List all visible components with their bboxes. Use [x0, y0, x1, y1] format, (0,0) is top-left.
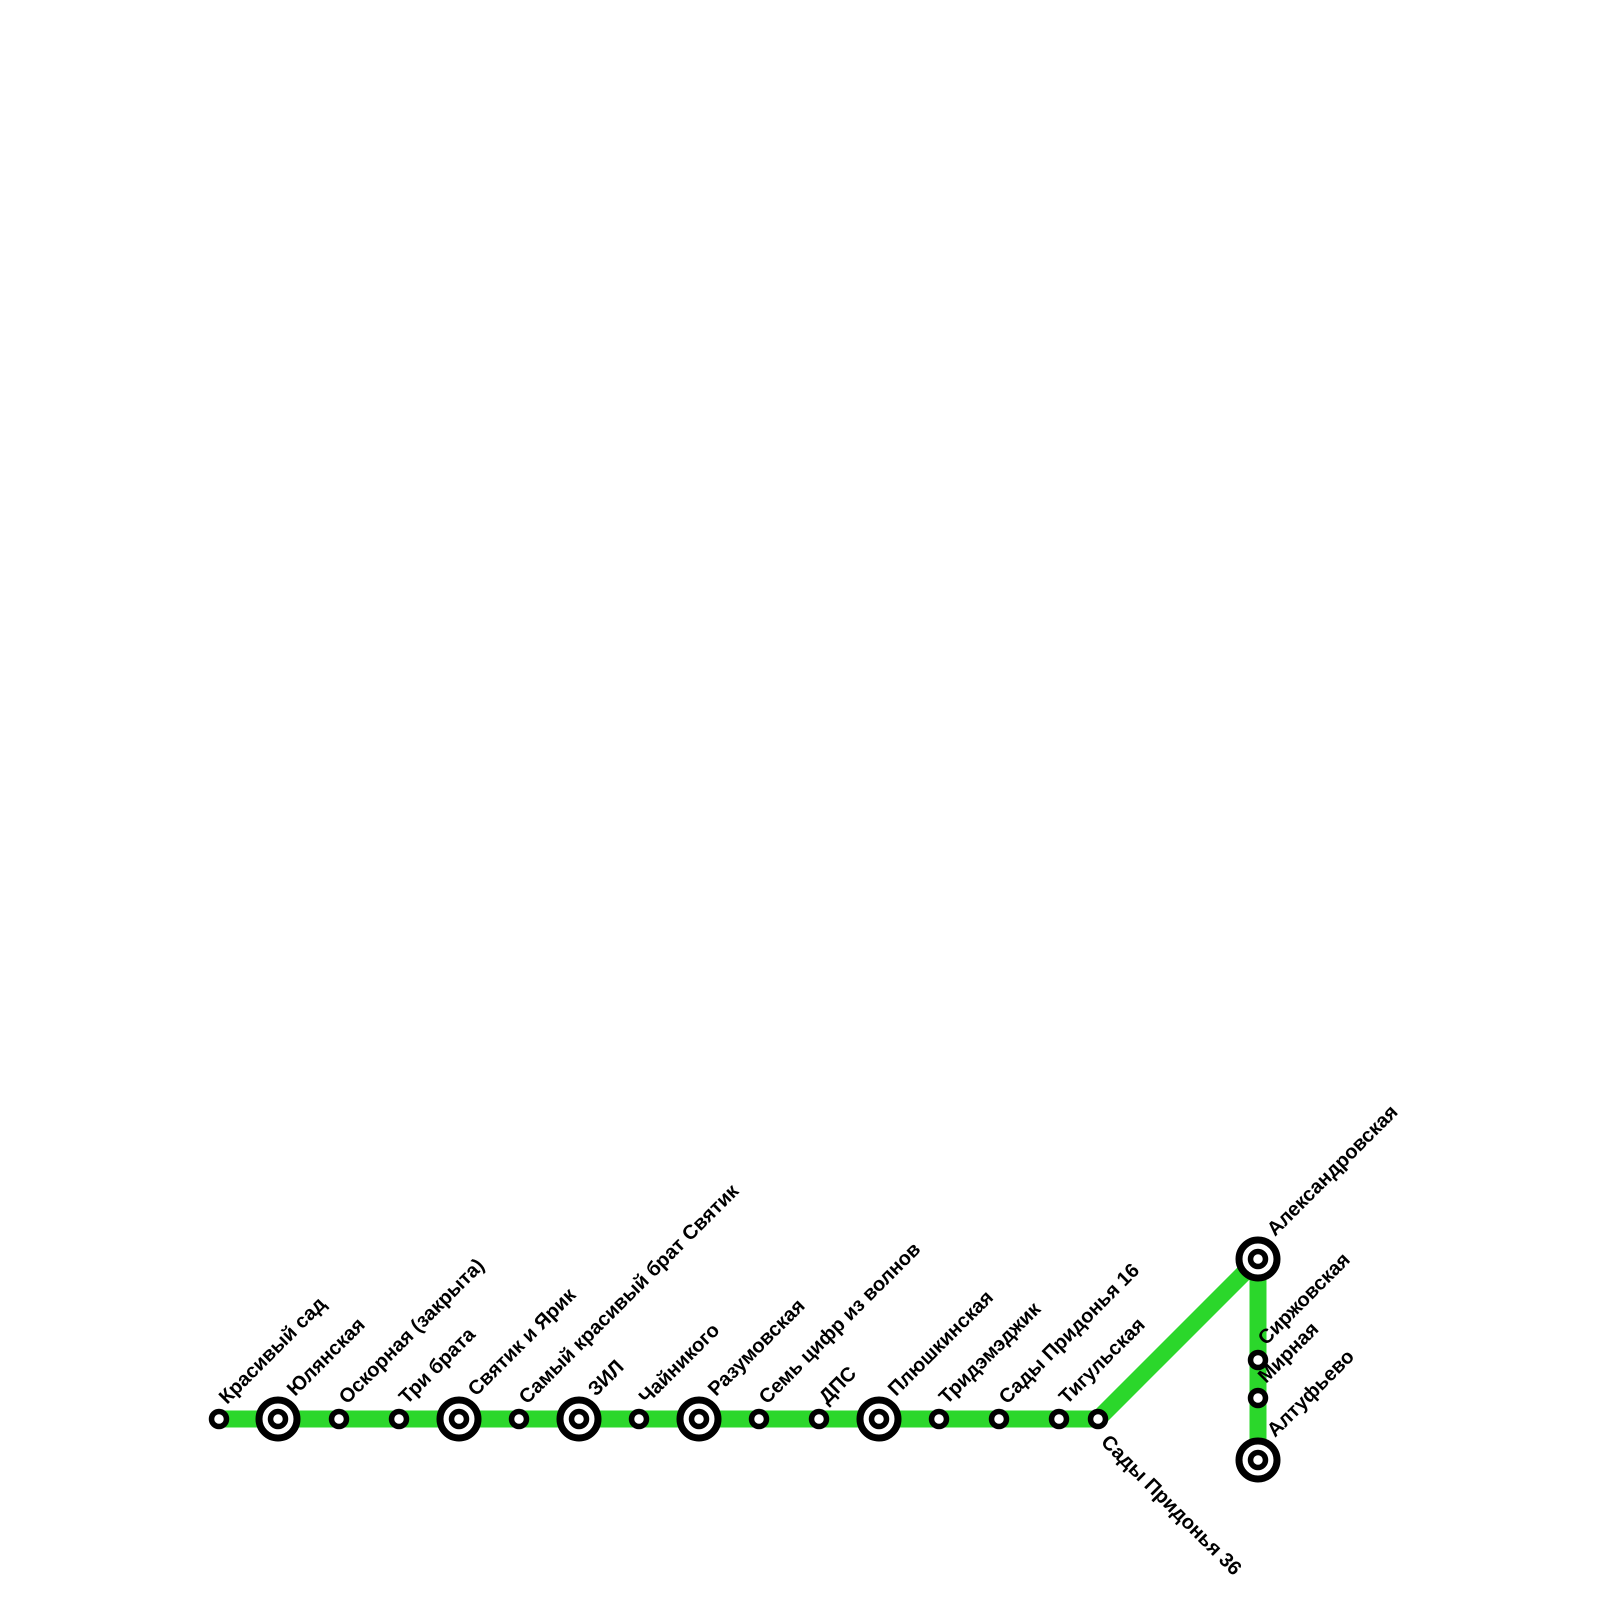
- station-ring: [267, 1408, 289, 1430]
- station-ring: [688, 1408, 710, 1430]
- station-marker: [748, 1408, 770, 1430]
- station-ring: [628, 1408, 650, 1430]
- station-ring: [328, 1408, 350, 1430]
- station-label: Чайникого: [635, 1319, 724, 1408]
- station-ring: [388, 1408, 410, 1430]
- interchange-station-marker: [1235, 1437, 1281, 1483]
- interchange-station-marker: [1235, 1236, 1281, 1282]
- station-ring: [988, 1408, 1010, 1430]
- station-marker: [628, 1408, 650, 1430]
- station-label: Тридэмэджик: [935, 1298, 1046, 1409]
- station-ring: [508, 1408, 530, 1430]
- station-marker: [1087, 1408, 1109, 1430]
- station-label: ЗИЛ: [584, 1356, 629, 1401]
- station-label: Красивый сад: [215, 1293, 331, 1409]
- station-label: Святик и Ярик: [464, 1283, 581, 1400]
- station-ring: [928, 1408, 950, 1430]
- station-ring: [1247, 1449, 1269, 1471]
- station-ring: [748, 1408, 770, 1430]
- station-ring: [1247, 1387, 1269, 1409]
- station-ring: [1048, 1408, 1070, 1430]
- station-label: Самый красивый брат Святик: [515, 1180, 744, 1409]
- station-marker: [1247, 1387, 1269, 1409]
- station-marker: [928, 1408, 950, 1430]
- station-marker: [1048, 1408, 1070, 1430]
- station-ring: [808, 1408, 830, 1430]
- station-marker: [388, 1408, 410, 1430]
- interchange-station-marker: [255, 1396, 301, 1442]
- interchange-station-marker: [856, 1396, 902, 1442]
- station-marker: [328, 1408, 350, 1430]
- station-ring: [868, 1408, 890, 1430]
- station-marker: [988, 1408, 1010, 1430]
- station-ring: [1087, 1408, 1109, 1430]
- interchange-station-marker: [556, 1396, 602, 1442]
- station-ring: [448, 1408, 470, 1430]
- station-marker: [208, 1408, 230, 1430]
- station-label: Александровская: [1263, 1101, 1402, 1240]
- station-label: Плюшкинская: [884, 1287, 998, 1401]
- station-label: Сады Придонья 36: [1096, 1431, 1245, 1580]
- station-ring: [568, 1408, 590, 1430]
- station-marker: [508, 1408, 530, 1430]
- station-ring: [1247, 1248, 1269, 1270]
- station-ring: [1247, 1349, 1269, 1371]
- interchange-station-marker: [676, 1396, 722, 1442]
- station-ring: [208, 1408, 230, 1430]
- interchange-station-marker: [436, 1396, 482, 1442]
- station-marker: [808, 1408, 830, 1430]
- stations-layer: [208, 1236, 1281, 1483]
- station-label: ДПС: [815, 1363, 861, 1409]
- station-marker: [1247, 1349, 1269, 1371]
